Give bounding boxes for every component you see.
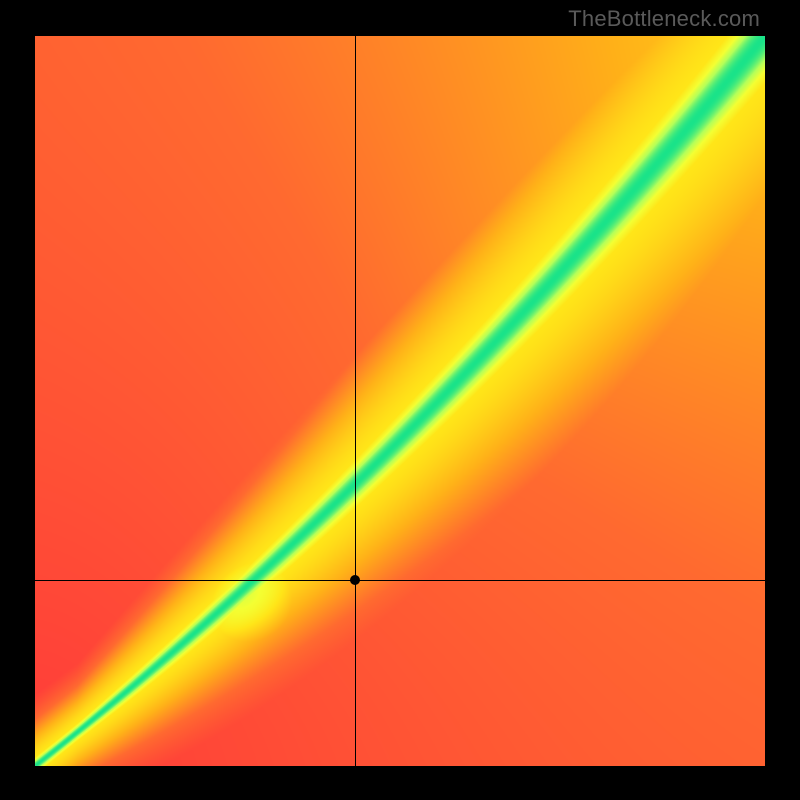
figure-container: TheBottleneck.com [0, 0, 800, 800]
heatmap-chart [35, 36, 765, 766]
attribution-label: TheBottleneck.com [568, 6, 760, 32]
data-point-dot [350, 575, 360, 585]
crosshair-vertical [355, 36, 356, 766]
heatmap-canvas [35, 36, 765, 766]
crosshair-horizontal [35, 580, 765, 581]
